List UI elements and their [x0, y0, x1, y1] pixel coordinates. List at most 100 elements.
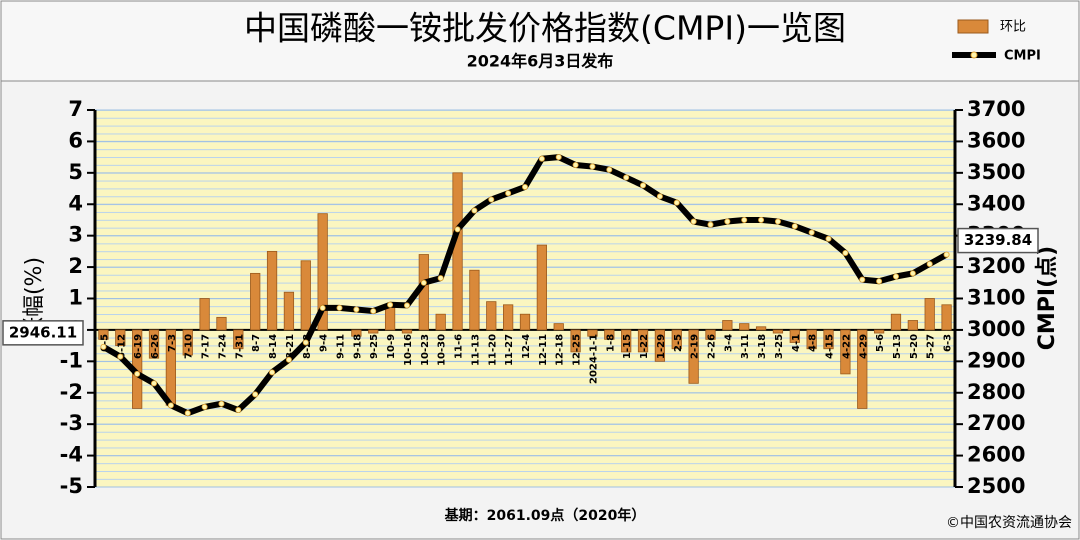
cmpi-point [117, 353, 124, 360]
cmpi-point [842, 249, 849, 256]
y2-tick-label: 3200 [967, 254, 1025, 278]
y-tick-label: 4 [68, 191, 83, 215]
x-tick-label: 1-15 [622, 334, 633, 359]
cmpi-point [640, 182, 647, 189]
x-tick-label: 6-3 [943, 334, 954, 352]
y-tick-label: 6 [68, 128, 83, 152]
y-tick-label: -5 [60, 474, 83, 498]
x-tick-label: 7-17 [201, 334, 212, 359]
cmpi-point [589, 163, 596, 170]
x-tick-label: 11-13 [470, 334, 481, 366]
cmpi-point [184, 410, 191, 417]
bar [300, 260, 311, 331]
cmpi-point [522, 183, 529, 190]
bar [519, 313, 531, 331]
x-tick-label: 9-11 [336, 334, 347, 359]
y2-axis-label: CMPI(点) [1034, 246, 1060, 350]
cmpi-point [825, 235, 832, 242]
bar [486, 301, 497, 331]
y-tick-label: -2 [60, 380, 83, 404]
bar [587, 329, 598, 337]
x-tick-label: 4-8 [808, 334, 819, 352]
x-tick-label: 8-14 [268, 334, 279, 359]
cmpi-point [505, 190, 512, 197]
x-tick-label: 12-11 [538, 334, 549, 366]
value-label-box [957, 227, 1039, 254]
x-tick-label: 7-3 [167, 334, 178, 352]
cmpi-point [370, 308, 377, 315]
y2-tick-label: 2600 [967, 443, 1025, 467]
bar [873, 329, 885, 334]
bar [806, 329, 817, 350]
x-tick-label: 5-13 [892, 334, 903, 359]
x-tick-label: 3-18 [757, 334, 768, 359]
bar [401, 329, 413, 334]
cmpi-point [319, 304, 326, 311]
cmpi-point [623, 174, 630, 181]
x-tick-label: 10-9 [386, 334, 397, 359]
y-tick-label: -3 [60, 411, 83, 435]
cmpi-point [167, 402, 174, 409]
bar [250, 272, 261, 331]
x-tick-label: 4-15 [825, 334, 836, 359]
bar [452, 172, 463, 331]
x-tick-label: 11-27 [504, 334, 515, 366]
bar [98, 329, 109, 340]
y2-tick-label: 3100 [967, 286, 1025, 310]
x-tick-label: 9-18 [352, 334, 363, 359]
x-tick-label: 7-24 [217, 334, 228, 359]
bar [148, 329, 160, 359]
cmpi-point [690, 218, 697, 225]
y2-tick-label: 3700 [967, 97, 1025, 121]
y-tick-label: 2 [68, 254, 83, 278]
x-tick-label: 4-22 [841, 334, 852, 359]
cmpi-point [252, 391, 259, 398]
x-tick-label: 12-18 [555, 334, 566, 366]
subtitle: 2024年6月3日发布 [467, 52, 614, 71]
cmpi-point [926, 260, 933, 267]
cmpi-point [269, 369, 276, 376]
cmpi-point [758, 216, 765, 223]
bar [199, 298, 210, 331]
x-tick-label: 11-20 [487, 334, 498, 366]
bar [435, 313, 446, 331]
x-tick-label: 12-4 [521, 334, 532, 359]
y-tick-label: -4 [60, 443, 83, 467]
legend-label: CMPI [1004, 49, 1041, 64]
cmpi-point [488, 196, 495, 203]
x-tick-label: 11-6 [454, 334, 465, 359]
value-label: 2946.11 [9, 323, 77, 341]
x-tick-label: 7-10 [184, 334, 195, 359]
cmpi-point [420, 279, 427, 286]
x-tick-label: 12-25 [572, 334, 583, 366]
cmpi-point [353, 306, 360, 313]
bar [469, 269, 480, 331]
y2-tick-label: 2700 [967, 411, 1025, 435]
bar [671, 329, 682, 350]
x-tick-label: 9-25 [369, 334, 380, 359]
y2-tick-label: 2900 [967, 348, 1025, 372]
cmpi-point [302, 339, 309, 346]
bar [722, 320, 733, 331]
cmpi-point [606, 166, 613, 173]
source: ©中国农资流通协会 [946, 515, 1072, 531]
bar [317, 213, 328, 331]
cmpi-point [151, 380, 158, 387]
cmpi-point [387, 301, 394, 308]
x-tick-label: 5-6 [875, 334, 886, 352]
y-tick-label: -1 [60, 348, 83, 372]
bar [772, 329, 784, 334]
x-tick-label: 4-29 [858, 334, 869, 359]
cmpi-point [572, 161, 579, 168]
cmpi-point [943, 251, 950, 258]
cmpi-point [437, 275, 444, 282]
bar [840, 329, 851, 375]
bar [789, 329, 800, 343]
x-tick-label: 1-22 [639, 334, 650, 359]
value-label: 3239.84 [964, 231, 1032, 249]
x-tick-label: 2-26 [706, 334, 717, 359]
x-tick-label: 9-4 [319, 334, 330, 352]
legend-point [970, 51, 978, 59]
x-tick-label: 8-28 [302, 334, 313, 359]
